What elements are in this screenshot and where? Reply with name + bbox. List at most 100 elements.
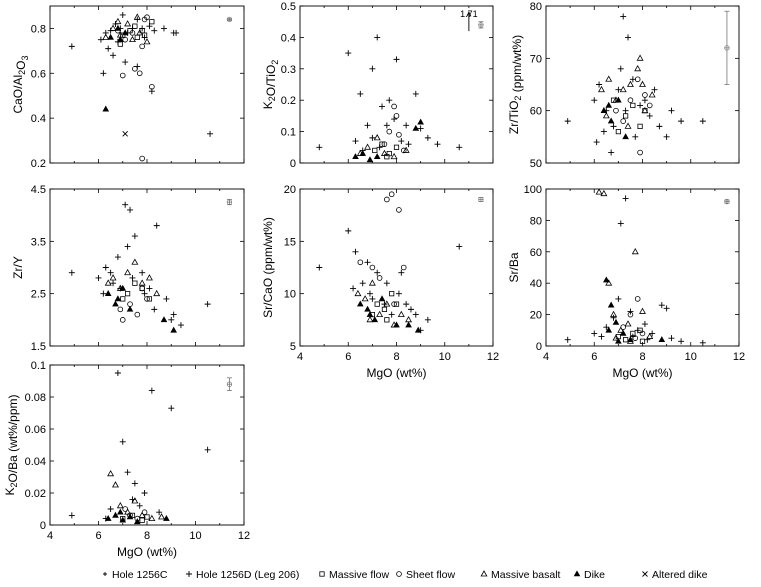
legend-marker xyxy=(186,571,192,577)
data-point-tri_open xyxy=(104,279,112,286)
data-point-tri_filled xyxy=(615,96,622,103)
data-point-square xyxy=(132,280,138,286)
x-tick-label: 4 xyxy=(297,351,303,363)
x-tick-label: 8 xyxy=(144,530,150,542)
data-point-tri_open xyxy=(145,274,153,281)
data-point-tri_open xyxy=(605,279,613,286)
panel-4: 1.5 2.5 3.5 4.5 Zr/Y xyxy=(11,184,245,353)
data-point-circle xyxy=(393,113,400,119)
data-point-circle xyxy=(119,72,126,79)
data-point-tri_filled xyxy=(405,321,412,328)
data-point-tri_open xyxy=(648,91,656,98)
data-point-tri_filled xyxy=(658,336,666,343)
data-point-square xyxy=(384,317,390,323)
data-point-tri_open xyxy=(148,514,156,521)
data-point-plus xyxy=(141,490,148,496)
data-point-tri_open xyxy=(373,134,381,141)
data-point-plus xyxy=(699,339,706,346)
data-point-plus xyxy=(350,285,357,292)
data-point-plus xyxy=(160,25,167,32)
data-point-plus xyxy=(127,206,134,213)
data-point-plus xyxy=(153,222,160,229)
data-point-square xyxy=(615,128,621,135)
y-tick-label: 5 xyxy=(290,341,296,353)
data-point-plus xyxy=(610,314,617,321)
plot-frame xyxy=(49,188,245,347)
data-point-plus xyxy=(668,335,675,342)
data-point-square xyxy=(372,147,378,154)
data-point-plus xyxy=(207,130,214,137)
panel-1: 0.2 0.4 0.6 0.8 CaO/Al2O3 xyxy=(11,5,245,170)
data-point-plus xyxy=(374,269,381,276)
error-bar xyxy=(724,198,730,205)
data-point-circle xyxy=(117,306,124,313)
data-point-plus xyxy=(596,81,603,88)
legend-marker xyxy=(480,570,488,577)
data-point-tri_open xyxy=(610,310,618,317)
legend-item-mf: Massive flow xyxy=(319,569,390,581)
data-point-tri_filled xyxy=(393,321,400,328)
data-point-tri_filled xyxy=(603,276,610,283)
y-tick-label: 0.08 xyxy=(25,392,46,404)
legend-item-h1256d: Hole 1256D (Leg 206) xyxy=(186,569,299,581)
data-point-tri_filled xyxy=(619,329,627,336)
data-point-square xyxy=(623,113,629,119)
data-point-cross xyxy=(122,131,128,137)
x-axis-label: MgO (wt%) xyxy=(117,545,177,559)
data-point-plus xyxy=(663,305,670,312)
data-point-circle xyxy=(637,149,643,156)
data-point-tri_open xyxy=(380,149,388,156)
x-axis-label: MgO (wt%) xyxy=(367,366,427,380)
data-point-tri_filled xyxy=(117,36,124,42)
data-point-plus xyxy=(417,125,424,132)
data-point-tri_open xyxy=(131,258,139,265)
data-point-tri_filled xyxy=(364,305,371,312)
data-point-circle xyxy=(396,207,402,213)
data-point-plus xyxy=(119,438,126,445)
legend-marker xyxy=(573,570,581,577)
data-point-tri_open xyxy=(605,75,613,82)
data-point-plus xyxy=(622,107,629,114)
data-point-circle xyxy=(391,103,397,110)
data-point-plus xyxy=(663,133,670,140)
data-point-plus xyxy=(651,86,658,93)
y-tick-label: 0 xyxy=(40,520,46,532)
data-point-plus xyxy=(564,118,571,125)
data-point-circle xyxy=(386,128,393,135)
data-point-tri_open xyxy=(641,106,649,114)
data-point-tri_filled xyxy=(121,29,129,36)
legend-item-sf: Sheet flow xyxy=(396,569,455,581)
data-point-circle xyxy=(376,275,383,281)
data-point-plus xyxy=(151,306,158,313)
legend-label: Dike xyxy=(584,569,605,581)
data-point-tri_open xyxy=(617,326,625,333)
data-point-plus xyxy=(369,295,376,302)
data-point-tri_filled xyxy=(600,107,608,113)
data-point-square xyxy=(381,306,388,312)
data-point-plus xyxy=(615,295,622,302)
y-tick-label: 4.5 xyxy=(31,184,46,196)
error-bar xyxy=(226,16,233,23)
data-point-plus xyxy=(379,103,386,110)
panels: 0.2 0.4 0.6 0.8 CaO/Al2O3 0 0.1 0.2 0.3 0.4 0.5 K2O… xyxy=(3,1,745,559)
y-tick-label: 0.5 xyxy=(281,1,296,13)
legend-item-ad: Altered dike xyxy=(642,569,708,581)
data-point-plus xyxy=(591,97,598,104)
data-point-circle xyxy=(400,147,407,154)
data-point-plus xyxy=(359,280,366,287)
panel-3: 50 60 70 80 Zr/TiO2 (ppm/wt%) xyxy=(507,1,740,170)
data-point-plus xyxy=(398,138,405,145)
data-point-tri_open xyxy=(138,511,146,518)
data-point-tri_filled xyxy=(114,295,122,302)
data-point-plus xyxy=(129,496,136,503)
data-point-tri_open xyxy=(402,146,410,153)
data-point-plus xyxy=(170,311,177,318)
y-tick-label: 0.2 xyxy=(281,95,296,107)
data-point-square xyxy=(637,123,643,129)
data-point-tri_filled xyxy=(615,337,622,344)
x-tick-label: 6 xyxy=(345,351,351,363)
data-point-plus xyxy=(136,502,143,509)
data-point-tri_filled xyxy=(112,300,119,307)
data-point-tri_filled xyxy=(359,149,367,156)
